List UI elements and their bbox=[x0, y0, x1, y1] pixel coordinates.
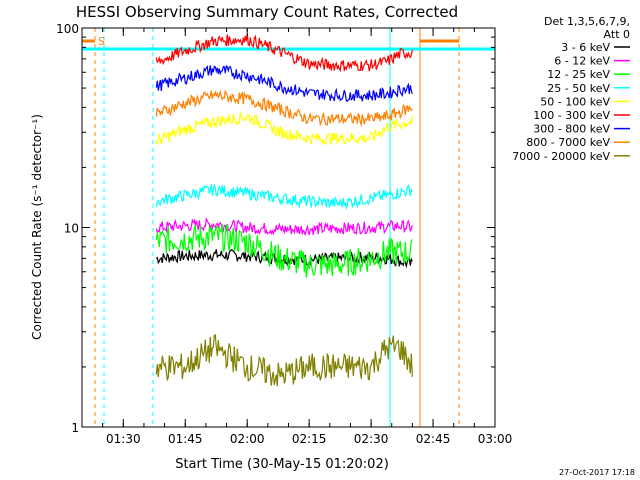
footer-timestamp: 27-Oct-2017 17:18 bbox=[559, 468, 635, 477]
x-tick-label: 03:00 bbox=[478, 432, 513, 446]
legend-label: 300 - 800 keV bbox=[533, 123, 610, 136]
series-line-3 bbox=[155, 224, 413, 278]
series-line-9 bbox=[155, 334, 413, 387]
x-axis-label: Start Time (30-May-15 01:20:02) bbox=[175, 457, 389, 472]
y-tick-label: 1 bbox=[71, 421, 79, 435]
legend-label: 100 - 300 keV bbox=[533, 109, 610, 122]
legend-label: 12 - 25 keV bbox=[547, 68, 610, 81]
y-tick-label: 100 bbox=[56, 22, 79, 36]
x-tick-label: 01:45 bbox=[168, 432, 203, 446]
series-line-8 bbox=[155, 89, 413, 128]
series-line-4 bbox=[155, 183, 413, 210]
x-tick-label: 02:45 bbox=[416, 432, 451, 446]
x-tick-label: 02:00 bbox=[230, 432, 265, 446]
plot-area: S bbox=[82, 28, 495, 427]
legend-header-line-2: Att 0 bbox=[604, 28, 630, 41]
legend-label: 800 - 7000 keV bbox=[526, 136, 610, 149]
x-tick-label: 02:15 bbox=[292, 432, 327, 446]
flag-marker: S bbox=[98, 35, 105, 48]
series-line-2 bbox=[155, 216, 413, 236]
legend-label: 25 - 50 keV bbox=[547, 82, 610, 95]
legend-label: 3 - 6 keV bbox=[561, 41, 610, 54]
chart-title: HESSI Observing Summary Count Rates, Cor… bbox=[76, 3, 458, 21]
series-line-7 bbox=[155, 64, 413, 102]
y-axis-label: Corrected Count Rate (s⁻¹ detector⁻¹) bbox=[30, 114, 44, 340]
series-line-5 bbox=[155, 111, 413, 146]
legend-header: Det 1,3,5,6,7,9, Att 0 bbox=[544, 15, 630, 41]
legend-label: 6 - 12 keV bbox=[554, 55, 610, 68]
legend-header-line-1: Det 1,3,5,6,7,9, bbox=[544, 15, 630, 28]
x-tick-label: 02:30 bbox=[354, 432, 389, 446]
series-line-1 bbox=[155, 249, 413, 269]
axes: 01:30 01:45 02:00 02:15 02:30 02:45 03:00 1 10 10… bbox=[56, 22, 512, 446]
series-line-6 bbox=[155, 33, 413, 73]
x-tick-label: 01:30 bbox=[106, 432, 141, 446]
legend-label: 50 - 100 keV bbox=[540, 95, 610, 108]
y-tick-label: 10 bbox=[64, 222, 79, 236]
legend-label: 7000 - 20000 keV bbox=[512, 150, 610, 163]
